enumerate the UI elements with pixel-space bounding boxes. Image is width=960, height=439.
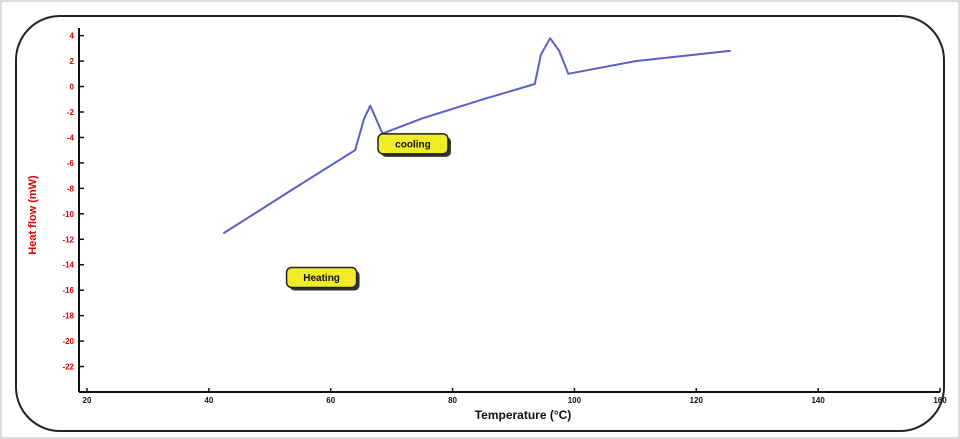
y-tick-label: -8 (67, 184, 75, 193)
x-axis-title: Temperature (°C) (475, 408, 572, 422)
rounded-frame (15, 15, 945, 432)
x-tick-label: 140 (811, 396, 825, 405)
series-layer (223, 37, 731, 234)
y-tick-label: -18 (62, 312, 74, 321)
annotation-label: Heating (303, 273, 340, 284)
y-tick-label: 4 (70, 32, 75, 41)
y-tick-label: -16 (62, 286, 74, 295)
annotation-heating: Heating (285, 266, 360, 291)
series-line-1 (223, 37, 731, 234)
y-tick-label: -12 (62, 235, 74, 244)
x-tick-label: 40 (204, 396, 213, 405)
x-tick-label: 80 (448, 396, 457, 405)
x-tick-label: 120 (690, 396, 704, 405)
y-tick-label: -22 (62, 363, 74, 372)
y-tick-label: -14 (62, 261, 74, 270)
y-tick-group: 4 2 0 -2 -4 -6 -8 -10 -12 -14 -16 -18 -20 -22 (62, 32, 84, 372)
x-tick-label: 20 (83, 396, 92, 405)
y-tick-label: -10 (62, 210, 74, 219)
annotation-cooling: cooling (377, 133, 451, 157)
annotation-box (285, 266, 358, 289)
x-tick-label: 100 (568, 396, 582, 405)
axes (78, 28, 940, 393)
y-tick-label: -20 (62, 337, 74, 346)
x-tick-label: 160 (933, 396, 947, 405)
y-axis-title: Heat flow (mW) (27, 175, 39, 255)
annotation-label: cooling (395, 139, 431, 150)
y-tick-label: 2 (70, 57, 75, 66)
x-tick-group: 20 40 60 80 100 120 140 160 (83, 388, 947, 405)
y-tick-label: 0 (70, 83, 75, 92)
y-tick-label: -6 (67, 159, 75, 168)
annotation-layer: cooling Heating (285, 133, 451, 291)
y-tick-label: -4 (67, 133, 75, 142)
y-tick-label: -2 (67, 108, 75, 117)
annotation-box (377, 133, 449, 155)
x-tick-label: 60 (326, 396, 335, 405)
